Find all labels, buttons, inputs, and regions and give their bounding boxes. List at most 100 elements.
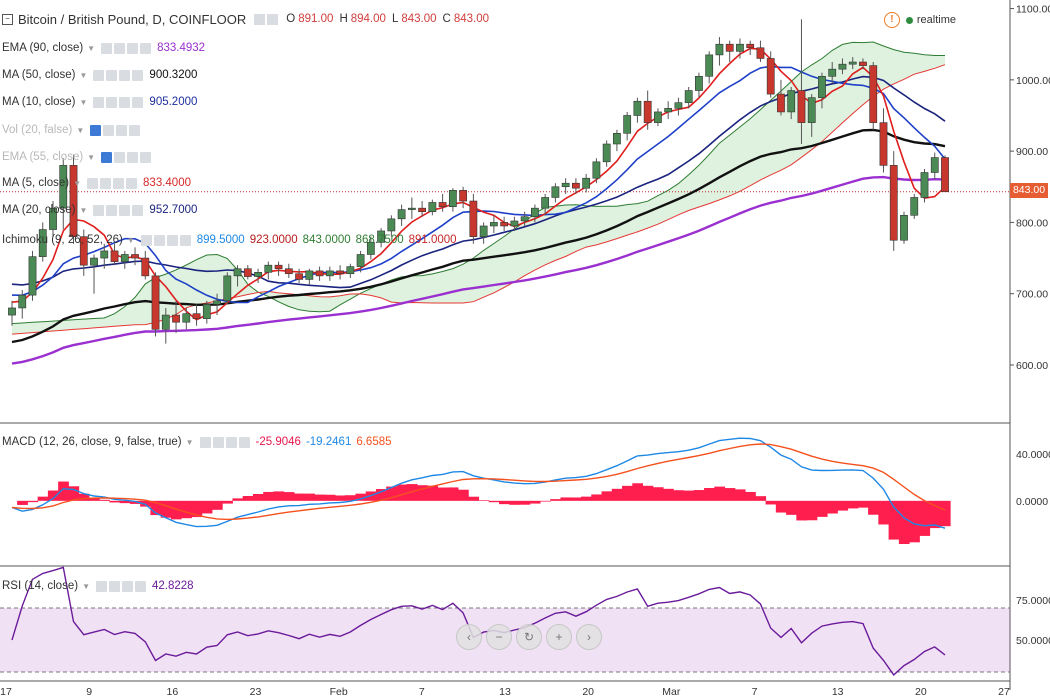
macd-tick-label: 40.0000 [1016, 449, 1050, 461]
macd-histogram-bar [478, 500, 490, 501]
candle-body [900, 214, 908, 241]
macd-histogram-bar [263, 491, 274, 501]
candle-body [366, 242, 375, 255]
macd-histogram-bar [601, 491, 613, 501]
macd-histogram-bar [447, 487, 459, 501]
candle-body [295, 273, 303, 280]
candle-body [520, 216, 529, 222]
candle-body [151, 275, 160, 330]
macd-histogram-bar [283, 492, 295, 501]
candle-body [336, 270, 344, 275]
time-tick-label: 13 [832, 686, 844, 698]
candle-body [407, 207, 416, 210]
candle-body [756, 47, 765, 59]
macd-histogram-bar [550, 499, 562, 501]
candle-body [18, 294, 27, 309]
ma5-line [11, 47, 946, 321]
macd-histogram-bar [27, 500, 39, 503]
macd-histogram-bar [816, 500, 828, 517]
candle-body [859, 61, 867, 66]
ichimoku-span-a [11, 41, 945, 325]
macd-histogram-bar [939, 500, 951, 527]
candle-body [869, 65, 878, 123]
candle-body [561, 182, 570, 188]
candle-body [377, 230, 385, 243]
macd-histogram-bar [488, 500, 500, 503]
macd-histogram-bar [468, 496, 479, 501]
price-tick-label: 800.00 [1016, 217, 1048, 229]
macd-histogram-bar [99, 499, 110, 501]
macd-histogram-bar [929, 500, 941, 529]
candle-body [797, 90, 806, 123]
macd-histogram-bar [755, 496, 767, 501]
macd-histogram-bar [806, 500, 818, 521]
candle-body [736, 43, 744, 52]
candle-body [8, 307, 16, 316]
candle-body [500, 222, 509, 227]
candle-body [654, 111, 662, 123]
candle-body [100, 250, 109, 259]
macd-histogram-bar [355, 493, 367, 501]
macd-histogram-bar [201, 500, 213, 514]
macd-histogram-bar [827, 500, 838, 514]
candle-body [264, 264, 273, 273]
rsi-band [0, 608, 1010, 672]
candle-body [889, 165, 898, 241]
macd-histogram-bar [499, 500, 510, 505]
candle-body [397, 209, 406, 220]
candle-body [274, 264, 283, 270]
candle-body [510, 220, 519, 227]
candle-body [438, 202, 447, 208]
candle-body [910, 197, 919, 216]
macd-histogram-bar [837, 500, 849, 511]
macd-histogram-bar [160, 500, 172, 518]
price-tick-label: 900.00 [1016, 146, 1048, 158]
candle-body [428, 202, 437, 213]
macd-histogram-bar [47, 490, 59, 501]
macd-histogram-bar [324, 494, 336, 501]
candle-body [254, 272, 262, 277]
candle-body [930, 157, 939, 173]
ma50-line [11, 128, 946, 344]
candle-body [613, 133, 621, 145]
macd-histogram-bar [68, 486, 80, 501]
macd-histogram-bar [457, 489, 469, 501]
time-tick-label: 9 [86, 686, 92, 698]
candle-body [202, 304, 211, 319]
macd-histogram-bar [683, 490, 695, 501]
candle-body [182, 313, 191, 323]
macd-histogram-bar [560, 497, 572, 501]
candle-body [787, 90, 796, 113]
time-tick-label: 20 [582, 686, 594, 698]
price-tick-label: 600.00 [1016, 360, 1048, 372]
candle-body [592, 161, 601, 179]
candle-body [715, 43, 724, 56]
time-tick-label: 23 [250, 686, 262, 698]
macd-histogram-bar [898, 500, 910, 544]
candle-body [818, 75, 826, 98]
candle-body [489, 222, 498, 227]
time-tick-label: 16 [166, 686, 178, 698]
candle-body [541, 197, 550, 209]
candle-body [766, 58, 775, 95]
candle-body [674, 102, 683, 109]
macd-histogram-bar [622, 485, 633, 501]
time-tick-label: 17 [0, 686, 12, 698]
macd-histogram-bar [427, 485, 438, 501]
macd-signal-line [11, 443, 946, 521]
macd-histogram-bar [293, 493, 305, 501]
macd-histogram-bar [868, 500, 879, 515]
candle-body [582, 177, 591, 189]
candle-body [459, 190, 468, 202]
candle-body [90, 257, 98, 266]
macd-histogram-bar [345, 495, 356, 501]
macd-histogram-bar [745, 491, 756, 501]
candle-body [284, 268, 293, 275]
macd-histogram-bar [509, 500, 521, 505]
macd-histogram-bar [909, 500, 920, 543]
candle-body [28, 256, 37, 296]
candle-body [602, 143, 611, 163]
candle-body [110, 250, 119, 262]
candle-body [131, 254, 139, 259]
